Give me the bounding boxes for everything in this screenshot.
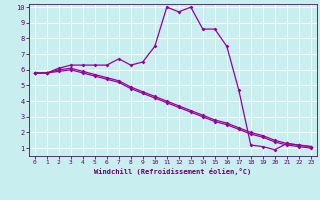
X-axis label: Windchill (Refroidissement éolien,°C): Windchill (Refroidissement éolien,°C): [94, 168, 252, 175]
